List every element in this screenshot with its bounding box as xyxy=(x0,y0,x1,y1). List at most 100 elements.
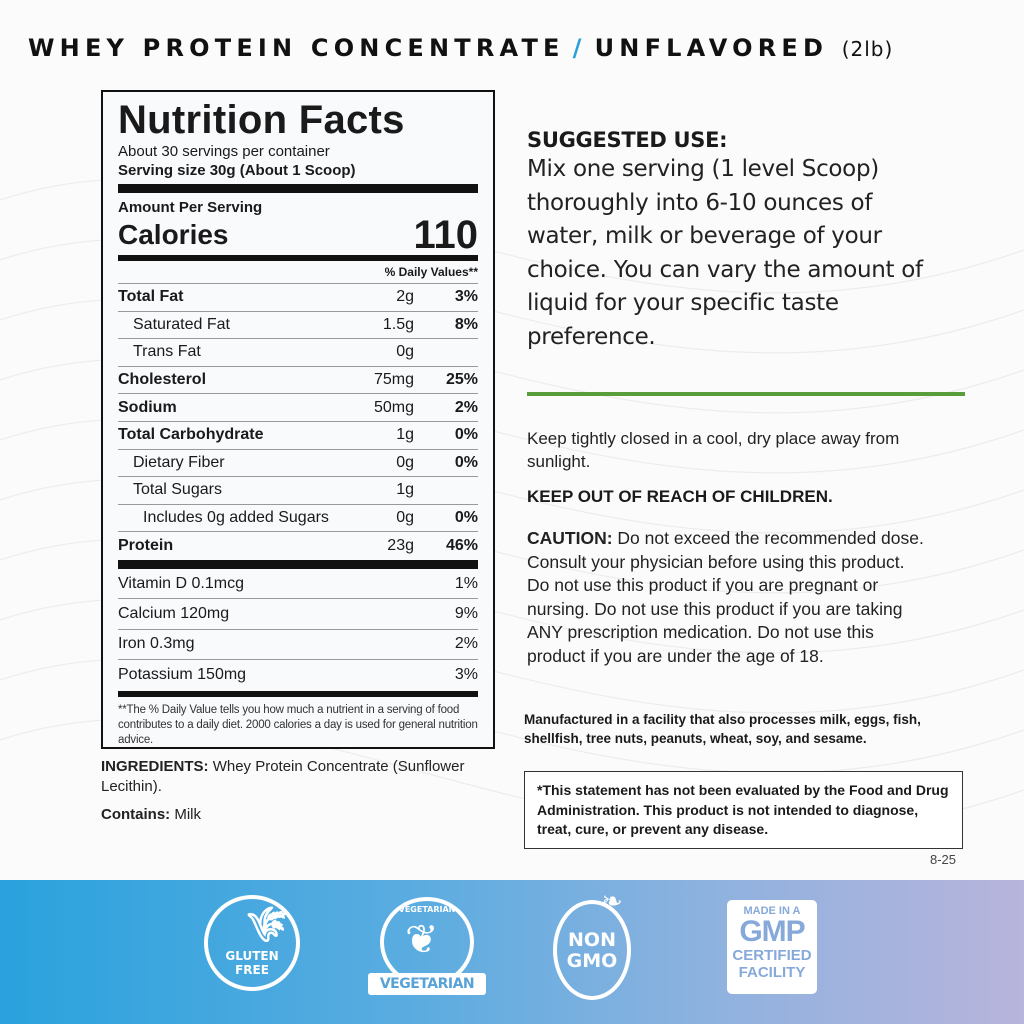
nutrient-dv: 2% xyxy=(454,398,478,416)
product-title: WHEY PROTEIN CONCENTRATE / UNFLAVORED (2lb… xyxy=(28,34,893,62)
nutrient-dv: 8% xyxy=(454,315,478,333)
vegetarian-badge: VEGETARIAN ❦ VEGETARIAN xyxy=(368,897,486,995)
nutrient-name: Total Carbohydrate xyxy=(118,426,264,444)
calories-label: Calories xyxy=(118,219,229,250)
nutrient-amount: 0g xyxy=(396,343,414,361)
vitamin-row: Calcium 120mg 9% xyxy=(118,599,478,630)
ingredients: INGREDIENTS: Whey Protein Concentrate (S… xyxy=(101,757,501,825)
nutrient-amount: 1g xyxy=(396,426,414,444)
nutrient-amount: 2g xyxy=(396,288,414,306)
nutrient-dv: 46% xyxy=(445,537,478,555)
green-divider xyxy=(527,392,965,396)
gmp-line4: FACILITY xyxy=(738,964,806,981)
vitamin-name: Vitamin D 0.1mcg xyxy=(118,574,244,592)
calories-row: Calories 110 xyxy=(118,213,478,261)
vitamin-name: Potassium 150mg xyxy=(118,666,247,684)
nutrition-facts-panel: Nutrition Facts About 30 servings per co… xyxy=(101,90,495,749)
vitamin-dv: 1% xyxy=(454,574,478,592)
nutrient-amount: 1.5g xyxy=(382,315,414,333)
nutrient-row: Trans Fat 0g xyxy=(118,339,478,367)
ingredients-label: INGREDIENTS: xyxy=(101,758,209,775)
label-code: 8-25 xyxy=(930,852,957,867)
daily-value-header: % Daily Values** xyxy=(118,261,478,284)
caution-text: Do not exceed the recommended dose. Cons… xyxy=(527,528,924,666)
nutrient-amount: 50mg xyxy=(373,398,414,416)
nutrient-row: Includes 0g added Sugars 0g 0% xyxy=(118,505,478,533)
thick-divider xyxy=(118,184,478,193)
allergen-note: Manufactured in a facility that also pro… xyxy=(524,712,921,746)
nutrient-dv: 3% xyxy=(454,288,478,306)
product-size: (2lb) xyxy=(841,37,894,61)
caution-label: CAUTION: xyxy=(527,528,613,548)
nutrient-amount: 75mg xyxy=(373,371,414,389)
children-warning: KEEP OUT OF REACH OF CHILDREN. xyxy=(527,487,833,506)
nutrient-name: Includes 0g added Sugars xyxy=(143,509,329,527)
product-name: WHEY PROTEIN CONCENTRATE xyxy=(28,34,565,62)
nutrient-dv: 0% xyxy=(454,509,478,527)
divider xyxy=(118,690,478,697)
suggested-use: SUGGESTED USE: Mix one serving (1 level … xyxy=(527,127,967,354)
vegetarian-arc-text: VEGETARIAN xyxy=(398,905,456,914)
calories-value: 110 xyxy=(413,213,478,257)
leaf-icon: ❦ xyxy=(405,917,439,963)
nutrition-title: Nutrition Facts xyxy=(118,98,405,142)
nutrient-name: Saturated Fat xyxy=(133,315,230,333)
nutrient-row: Total Carbohydrate 1g 0% xyxy=(118,422,478,450)
nutrient-dv: 0% xyxy=(454,426,478,444)
nutrient-name: Total Fat xyxy=(118,288,184,306)
vitamin-dv: 9% xyxy=(454,605,478,623)
nutrient-name: Cholesterol xyxy=(118,371,207,389)
leaf-icon: ❧ xyxy=(601,887,623,917)
vitamin-name: Calcium 120mg xyxy=(118,605,230,623)
nutrient-row: Total Fat 2g 3% xyxy=(118,284,478,312)
nutrient-amount: 1g xyxy=(396,481,414,499)
nutrient-amount: 23g xyxy=(387,537,414,555)
nutrient-row: Cholesterol 75mg 25% xyxy=(118,367,478,395)
non-gmo-line1: NON xyxy=(568,929,616,951)
nutrient-row: Total Sugars 1g xyxy=(118,477,478,505)
nutrient-amount: 0g xyxy=(396,453,414,471)
amount-per-serving: Amount Per Serving xyxy=(118,199,263,216)
flavor: UNFLAVORED xyxy=(594,34,829,62)
suggested-use-text: Mix one serving (1 level Scoop) thorough… xyxy=(527,156,923,350)
ingredients-text: Whey Protein Concentrate (Sunflower Leci… xyxy=(101,758,465,795)
vegetarian-label: VEGETARIAN xyxy=(368,973,486,995)
nutrient-row: Sodium 50mg 2% xyxy=(118,394,478,422)
title-separator: / xyxy=(572,34,587,62)
contains-text: Milk xyxy=(174,806,202,823)
gluten-free-label: GLUTEN FREE xyxy=(225,949,279,977)
gmp-line1: MADE IN A xyxy=(743,905,801,917)
non-gmo-badge: ❧ NON GMO xyxy=(553,889,631,1000)
nutrient-row: Protein 23g 46% xyxy=(118,532,478,560)
suggested-use-heading: SUGGESTED USE: xyxy=(527,128,728,152)
storage-text: Keep tightly closed in a cool, dry place… xyxy=(527,429,900,471)
nutrient-name: Trans Fat xyxy=(133,343,201,361)
nutrient-name: Sodium xyxy=(118,398,177,416)
gmp-badge: MADE IN A GMP CERTIFIED FACILITY xyxy=(727,900,817,994)
vitamin-row: Iron 0.3mg 2% xyxy=(118,630,478,661)
thick-divider xyxy=(118,559,478,569)
vitamin-row: Potassium 150mg 3% xyxy=(118,660,478,690)
nutrient-dv: 25% xyxy=(445,371,478,389)
gluten-free-badge: 🌾︎ GLUTEN FREE xyxy=(204,895,300,991)
servings-per-container: About 30 servings per container xyxy=(118,143,330,160)
nutrient-dv: 0% xyxy=(454,453,478,471)
badge-band xyxy=(0,880,1024,1024)
vitamin-dv: 3% xyxy=(454,666,478,684)
gmp-line2: GMP xyxy=(739,915,805,948)
nutrient-amount: 0g xyxy=(396,509,414,527)
gmp-line3: CERTIFIED xyxy=(732,947,812,964)
contains-label: Contains: xyxy=(101,806,171,823)
fda-disclaimer: *This statement has not been evaluated b… xyxy=(524,771,963,849)
vitamin-name: Iron 0.3mg xyxy=(118,635,195,653)
nutrient-name: Dietary Fiber xyxy=(133,453,225,471)
vitamin-row: Vitamin D 0.1mcg 1% xyxy=(118,569,478,600)
nutrient-name: Total Sugars xyxy=(133,481,222,499)
daily-value-footnote: **The % Daily Value tells you how much a… xyxy=(118,703,478,746)
wheat-icon: 🌾︎ xyxy=(246,905,290,945)
nutrient-row: Dietary Fiber 0g 0% xyxy=(118,450,478,478)
nutrient-row: Saturated Fat 1.5g 8% xyxy=(118,312,478,340)
non-gmo-line2: GMO xyxy=(566,950,618,972)
serving-size: Serving size 30g (About 1 Scoop) xyxy=(118,162,356,179)
vitamin-dv: 2% xyxy=(454,635,478,653)
